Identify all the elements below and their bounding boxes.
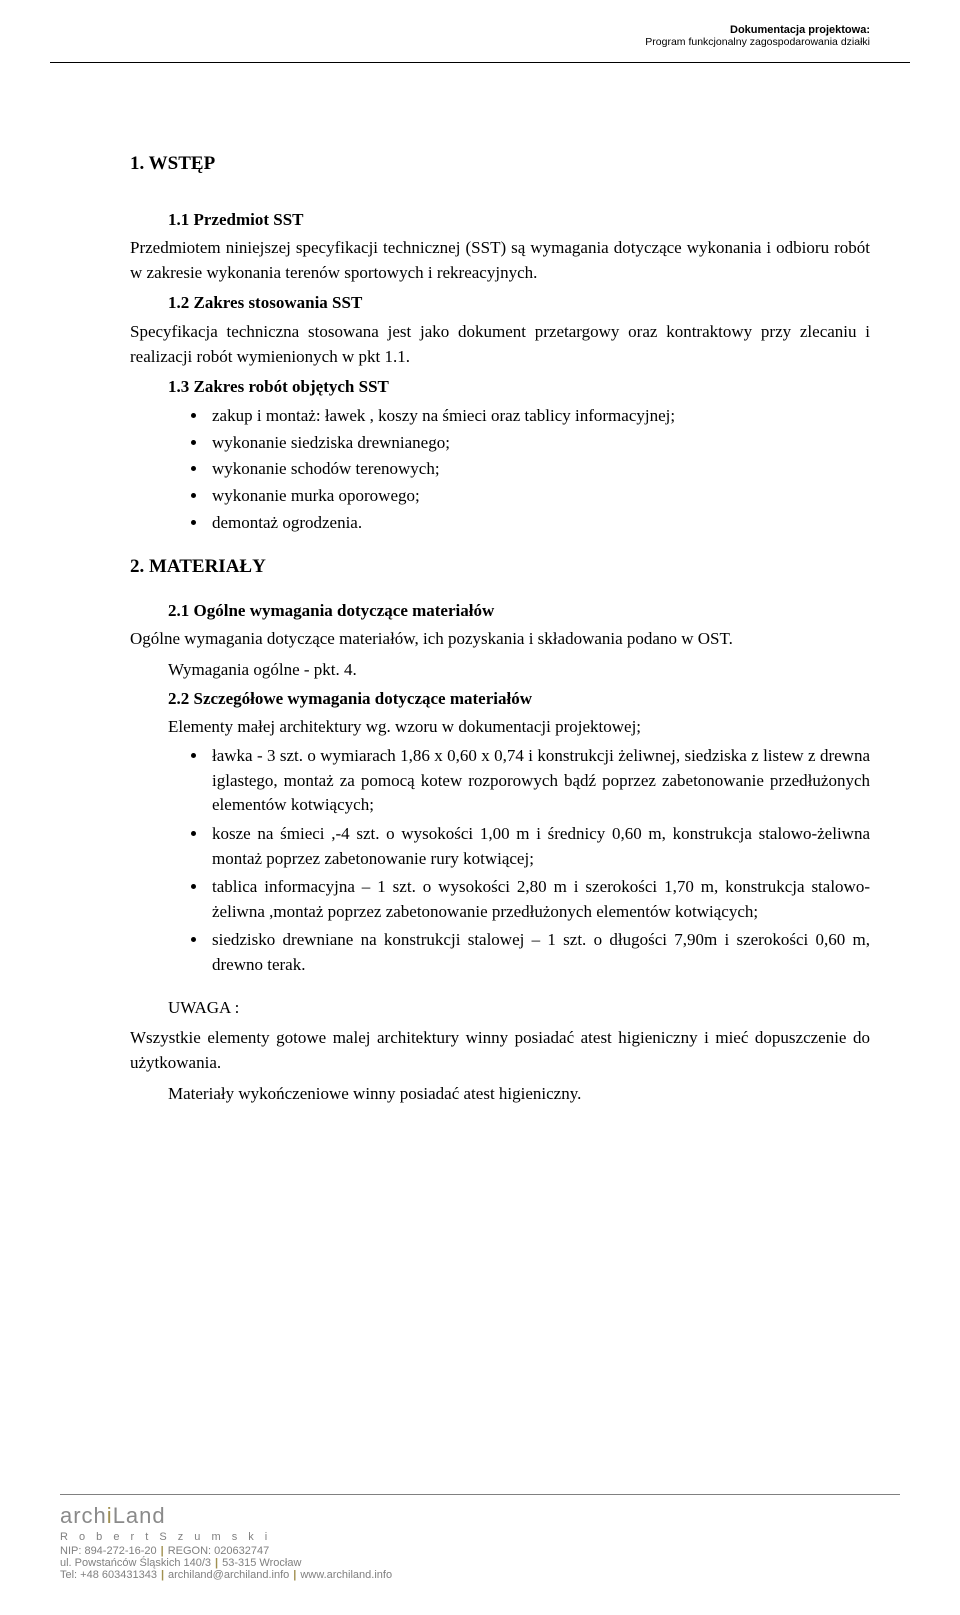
- header-right: Dokumentacja projektowa: Program funkcjo…: [645, 24, 870, 48]
- separator-icon: |: [211, 1557, 222, 1569]
- document-content: 1. WSTĘP 1.1 Przedmiot SST Przedmiotem n…: [130, 150, 870, 1106]
- list-item: tablica informacyjna – 1 szt. o wysokośc…: [208, 875, 870, 924]
- footer-regon: REGON: 020632747: [168, 1545, 270, 1557]
- header-subtitle: Program funkcjonalny zagospodarowania dz…: [645, 36, 870, 48]
- section-1-2-head: 1.2 Zakres stosowania SST: [168, 291, 870, 316]
- section-2-2-intro: Elementy małej architektury wg. wzoru w …: [168, 715, 870, 740]
- page-footer: archiLand R o b e r t S z u m s k i NIP:…: [60, 1494, 900, 1581]
- list-item: wykonanie murka oporowego;: [208, 484, 870, 509]
- footer-addr1: ul. Powstańców Śląskich 140/3: [60, 1557, 211, 1569]
- separator-icon: |: [289, 1569, 300, 1581]
- footer-addr2: 53-315 Wrocław: [222, 1557, 301, 1569]
- footer-web: www.archiland.info: [300, 1569, 392, 1581]
- header-title: Dokumentacja projektowa:: [645, 24, 870, 36]
- section-1-3-head: 1.3 Zakres robót objętych SST: [168, 375, 870, 400]
- footer-name: R o b e r t S z u m s k i: [60, 1531, 900, 1543]
- section-2-title: 2. MATERIAŁY: [130, 553, 870, 581]
- footer-line-2: ul. Powstańców Śląskich 140/3|53-315 Wro…: [60, 1557, 900, 1569]
- section-1-3-list: zakup i montaż: ławek , koszy na śmieci …: [208, 404, 870, 535]
- document-page: Dokumentacja projektowa: Program funkcjo…: [0, 0, 960, 1615]
- list-item: wykonanie schodów terenowych;: [208, 457, 870, 482]
- section-1-1-body: Przedmiotem niniejszej specyfikacji tech…: [130, 236, 870, 285]
- section-2-1-head: 2.1 Ogólne wymagania dotyczące materiałó…: [168, 599, 870, 624]
- separator-icon: |: [157, 1569, 168, 1581]
- footer-line-1: NIP: 894-272-16-20|REGON: 020632747: [60, 1545, 900, 1557]
- note-body1: Wszystkie elementy gotowe malej architek…: [130, 1026, 870, 1075]
- section-1-1-head: 1.1 Przedmiot SST: [168, 208, 870, 233]
- list-item: demontaż ogrodzenia.: [208, 511, 870, 536]
- list-item: ławka - 3 szt. o wymiarach 1,86 x 0,60 x…: [208, 744, 870, 818]
- section-2-2-head: 2.2 Szczegółowe wymagania dotyczące mate…: [168, 687, 870, 712]
- section-2-1-body2: Wymagania ogólne - pkt. 4.: [168, 658, 870, 683]
- footer-nip: NIP: 894-272-16-20: [60, 1545, 157, 1557]
- footer-email: archiland@archiland.info: [168, 1569, 289, 1581]
- brand-part1: arch: [60, 1503, 107, 1528]
- note-head: UWAGA :: [168, 996, 870, 1021]
- footer-line-3: Tel: +48 603431343|archiland@archiland.i…: [60, 1569, 900, 1581]
- section-2-2-list: ławka - 3 szt. o wymiarach 1,86 x 0,60 x…: [208, 744, 870, 978]
- list-item: wykonanie siedziska drewnianego;: [208, 431, 870, 456]
- section-2-1-body1: Ogólne wymagania dotyczące materiałów, i…: [130, 627, 870, 652]
- list-item: kosze na śmieci ,-4 szt. o wysokości 1,0…: [208, 822, 870, 871]
- footer-logo: archiLand: [60, 1503, 900, 1529]
- section-1-title: 1. WSTĘP: [130, 150, 870, 178]
- list-item: zakup i montaż: ławek , koszy na śmieci …: [208, 404, 870, 429]
- list-item: siedzisko drewniane na konstrukcji stalo…: [208, 928, 870, 977]
- brand-part2: Land: [113, 1503, 166, 1528]
- footer-divider: [60, 1494, 900, 1495]
- separator-icon: |: [157, 1545, 168, 1557]
- section-1-2-body: Specyfikacja techniczna stosowana jest j…: [130, 320, 870, 369]
- note-body2: Materiały wykończeniowe winny posiadać a…: [168, 1082, 870, 1107]
- footer-tel: Tel: +48 603431343: [60, 1569, 157, 1581]
- header-divider: [50, 62, 910, 63]
